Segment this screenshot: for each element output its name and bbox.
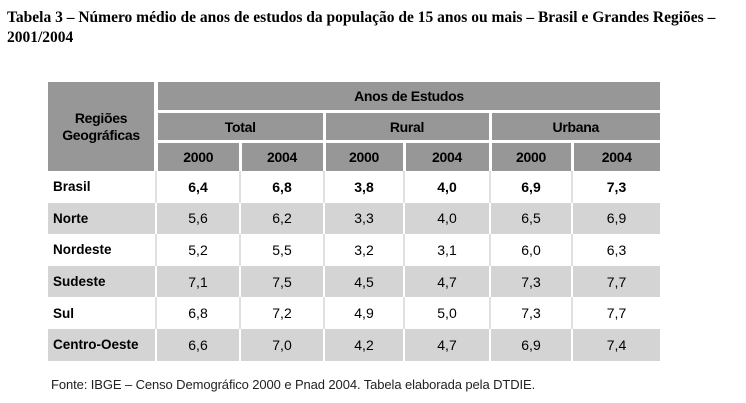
table-row: Norte 5,6 6,2 3,3 4,0 6,5 6,9 — [48, 202, 661, 235]
region-name: Nordeste — [48, 234, 156, 266]
value-cell: 6,8 — [155, 297, 240, 329]
year-header: 2000 — [322, 141, 404, 171]
value-cell: 4,2 — [323, 328, 404, 361]
value-cell: 7,2 — [239, 297, 324, 329]
value-cell: 6,9 — [570, 202, 661, 235]
value-cell: 4,7 — [403, 265, 490, 298]
value-cell: 4,7 — [403, 328, 490, 361]
value-cell: 4,5 — [323, 265, 404, 298]
years-of-study-header: Anos de Estudos — [156, 82, 661, 113]
value-cell: 3,3 — [323, 202, 404, 235]
source-note: Fonte: IBGE – Censo Demográfico 2000 e P… — [51, 377, 536, 392]
year-header: 2004 — [238, 141, 324, 171]
region-name: Brasil — [48, 171, 156, 203]
region-name: Norte — [48, 202, 156, 235]
year-header: 2004 — [402, 141, 490, 171]
value-cell: 6,6 — [155, 328, 240, 361]
value-cell: 6,3 — [570, 234, 661, 266]
region-name: Centro-Oeste — [48, 328, 156, 361]
group-header-urbana: Urbana — [488, 111, 661, 143]
value-cell: 3,8 — [323, 171, 404, 203]
value-cell: 7,7 — [570, 265, 661, 298]
value-cell: 6,9 — [489, 171, 572, 203]
value-cell: 7,1 — [155, 265, 240, 298]
table-row: Sul 6,8 7,2 4,9 5,0 7,3 7,7 — [48, 297, 661, 329]
year-header: 2000 — [156, 141, 240, 171]
value-cell: 6,9 — [489, 328, 572, 361]
value-cell: 5,2 — [155, 234, 240, 266]
group-header-rural: Rural — [322, 111, 490, 143]
value-cell: 3,1 — [403, 234, 490, 266]
year-header: 2000 — [488, 141, 572, 171]
year-header: 2004 — [570, 141, 661, 171]
value-cell: 7,0 — [239, 328, 324, 361]
region-name: Sudeste — [48, 265, 156, 298]
table-row: Brasil 6,4 6,8 3,8 4,0 6,9 7,3 — [48, 171, 661, 203]
value-cell: 7,3 — [489, 297, 572, 329]
value-cell: 7,4 — [570, 328, 661, 361]
value-cell: 6,4 — [155, 171, 240, 203]
value-cell: 7,3 — [570, 171, 661, 203]
value-cell: 5,5 — [239, 234, 324, 266]
value-cell: 6,8 — [239, 171, 324, 203]
table-row: Nordeste 5,2 5,5 3,2 3,1 6,0 6,3 — [48, 234, 661, 266]
value-cell: 5,6 — [155, 202, 240, 235]
value-cell: 6,0 — [489, 234, 572, 266]
region-column-header: Regiões Geográficas — [48, 82, 158, 171]
value-cell: 7,7 — [570, 297, 661, 329]
table-caption: Tabela 3 – Número médio de anos de estud… — [7, 9, 716, 46]
education-years-table: Regiões Geográficas Anos de Estudos Tota… — [48, 82, 661, 361]
value-cell: 6,2 — [239, 202, 324, 235]
value-cell: 3,2 — [323, 234, 404, 266]
value-cell: 7,5 — [239, 265, 324, 298]
value-cell: 4,9 — [323, 297, 404, 329]
value-cell: 4,0 — [403, 171, 490, 203]
value-cell: 4,0 — [403, 202, 490, 235]
table-row: Centro-Oeste 6,6 7,0 4,2 4,7 6,9 7,4 — [48, 328, 661, 361]
value-cell: 7,3 — [489, 265, 572, 298]
table-row: Sudeste 7,1 7,5 4,5 4,7 7,3 7,7 — [48, 265, 661, 298]
region-name: Sul — [48, 297, 156, 329]
value-cell: 6,5 — [489, 202, 572, 235]
group-header-total: Total — [156, 111, 324, 143]
value-cell: 5,0 — [403, 297, 490, 329]
